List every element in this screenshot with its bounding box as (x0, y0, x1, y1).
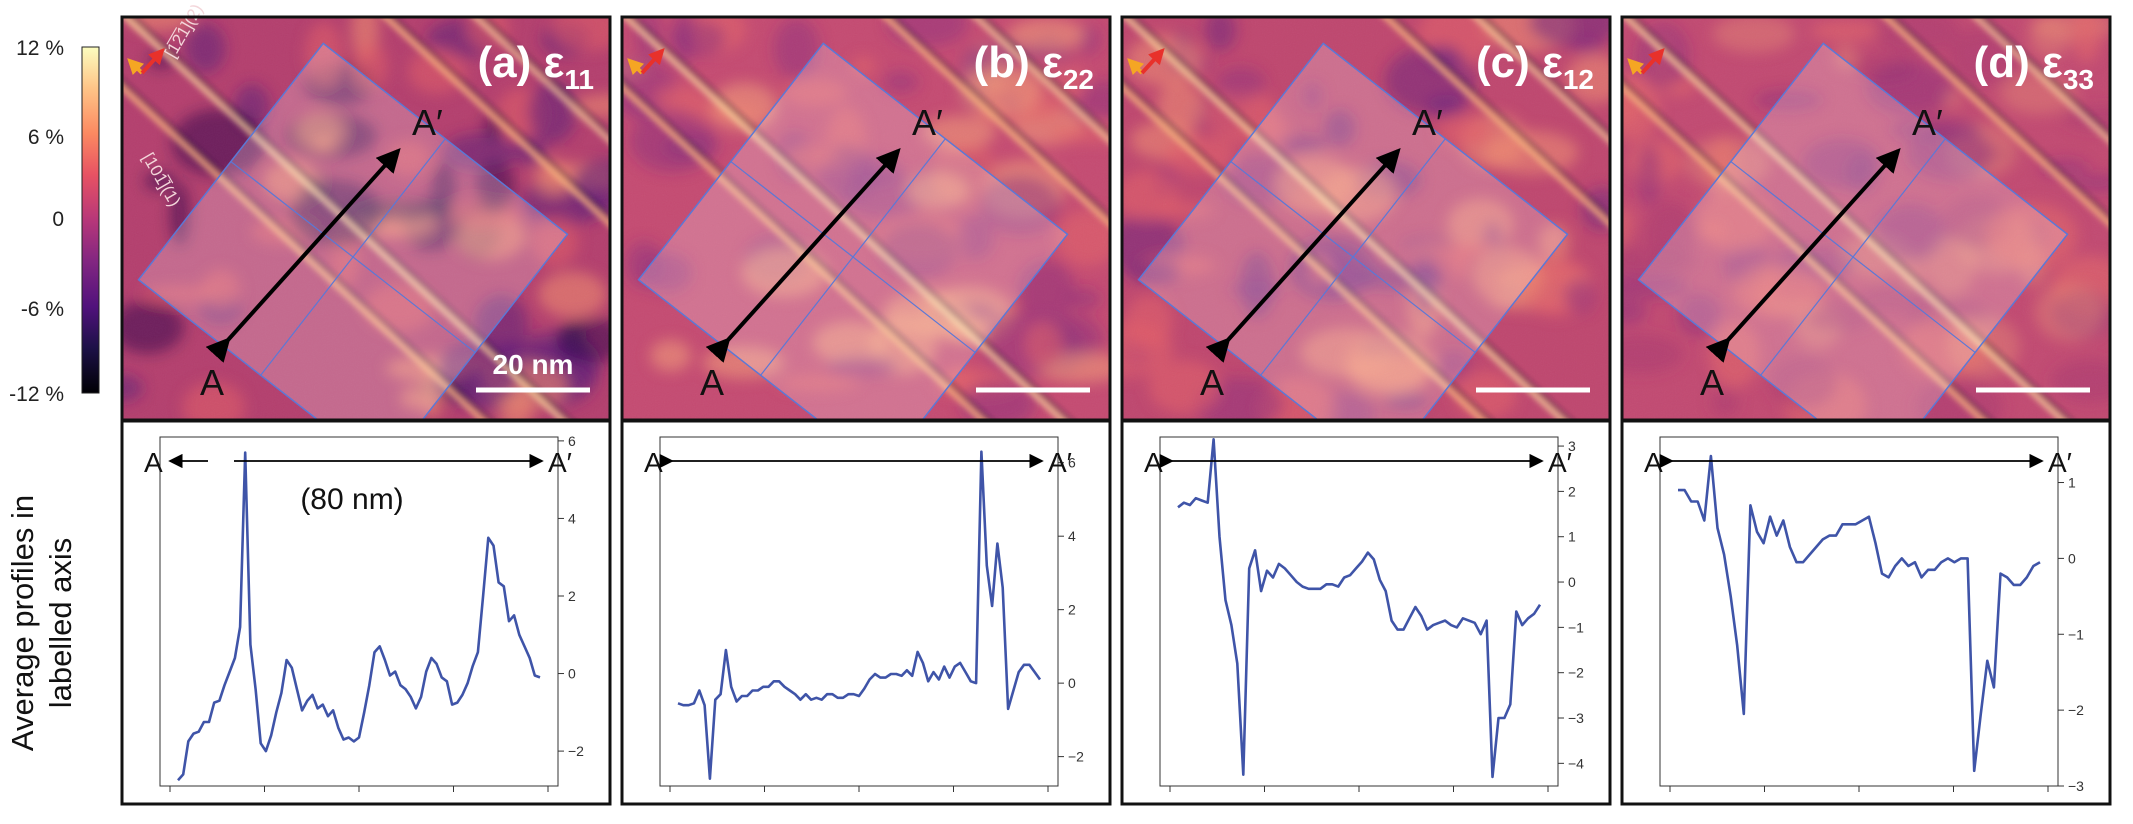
profiles-ylabel-line2: labelled axis (43, 537, 78, 709)
y-tick-label: 6 (1068, 455, 1076, 471)
marker-a-prime-label: A′ (1912, 102, 1943, 143)
orientation-arrow-2 (1640, 48, 1665, 75)
colorbar-tick-label: 0 (52, 208, 64, 231)
profile-plot-frame (1620, 419, 2112, 806)
marker-a-prime-label: A′ (912, 102, 943, 143)
orientation-arrow-2 (640, 48, 665, 75)
colorbar-gradient (81, 46, 100, 394)
orientation-arrow-2 (140, 48, 165, 75)
colorbar-tick-label: 12 % (16, 37, 64, 60)
panel-title-subscript: 12 (1563, 64, 1594, 95)
y-tick-label: −2 (568, 743, 584, 759)
y-tick-label: −1 (2068, 626, 2084, 642)
colorbar-tick-label: -12 % (9, 383, 64, 406)
y-tick-label: 0 (2068, 550, 2076, 566)
colorbar (81, 46, 100, 394)
y-tick-label: −2 (1068, 749, 1084, 765)
y-tick-label: 2 (568, 588, 576, 604)
profiles-ylabel-line1: Average profiles in (5, 494, 40, 752)
y-tick-label: 1 (1568, 529, 1576, 545)
orientation-arrow-1 (1127, 58, 1145, 76)
orientation-arrow-1 (1627, 58, 1645, 76)
plot-marker-a: A (1144, 447, 1163, 478)
orientation-arrow-1 (127, 58, 145, 76)
y-tick-label: 0 (1068, 675, 1076, 691)
y-tick-label: 0 (1568, 574, 1576, 590)
marker-a-prime-label: A′ (412, 102, 443, 143)
profile-plot-frame (120, 419, 612, 806)
y-tick-label: 2 (1068, 602, 1076, 618)
y-tick-label: 1 (2068, 475, 2076, 491)
y-tick-label: −3 (2068, 778, 2084, 794)
profile-series-line (1177, 437, 1542, 779)
marker-a-label: A (1700, 362, 1724, 403)
plot-marker-a-prime: A′ (1048, 447, 1072, 478)
profile-plot-frame (620, 419, 1112, 806)
plot-marker-a: A (644, 447, 663, 478)
y-tick-label: −1 (1568, 619, 1584, 635)
panel-title-subscript: 22 (1063, 64, 1094, 95)
panel-title-subscript: 11 (564, 64, 594, 95)
y-tick-label: 0 (568, 666, 576, 682)
panel-title-subscript: 33 (2063, 64, 2094, 95)
orientation-arrow-2 (1140, 48, 1165, 75)
profile-arrow (705, 148, 901, 363)
profile-arrow (205, 148, 401, 363)
y-tick-label: 4 (568, 510, 576, 526)
marker-a-label: A (700, 362, 724, 403)
scale-bar-label: 20 nm (493, 349, 574, 380)
y-tick-label: −3 (1568, 710, 1584, 726)
y-tick-label: −2 (2068, 702, 2084, 718)
marker-a-label: A (1200, 362, 1224, 403)
plot-marker-a-prime: A′ (548, 447, 572, 478)
profile-plot-frame (1120, 419, 1612, 806)
plot-marker-a: A (1644, 447, 1663, 478)
orientation-arrow-1 (627, 58, 645, 76)
colorbar-tick-label: 6 % (27, 126, 64, 149)
distance-label: (80 nm) (300, 483, 403, 516)
profile-series-line (1678, 454, 2041, 773)
colorbar-tick-label: -6 % (20, 298, 64, 321)
y-tick-label: 2 (1568, 483, 1576, 499)
plot-marker-a-prime: A′ (1548, 447, 1572, 478)
profile-series-line (677, 450, 1042, 781)
y-tick-label: −2 (1568, 665, 1584, 681)
profiles-ylabel: Average profiles in labelled axis (4, 495, 80, 751)
y-tick-label: 3 (1568, 438, 1576, 454)
profile-arrow (1205, 148, 1401, 363)
y-tick-label: 6 (568, 433, 576, 449)
plot-marker-a-prime: A′ (2048, 447, 2072, 478)
marker-a-label: A (200, 362, 224, 403)
y-tick-label: 4 (1068, 528, 1076, 544)
plot-marker-a: A (144, 447, 163, 478)
profile-series-line (177, 451, 541, 782)
marker-a-prime-label: A′ (1412, 102, 1443, 143)
y-tick-label: −4 (1568, 755, 1584, 771)
profile-arrow (1705, 148, 1901, 363)
